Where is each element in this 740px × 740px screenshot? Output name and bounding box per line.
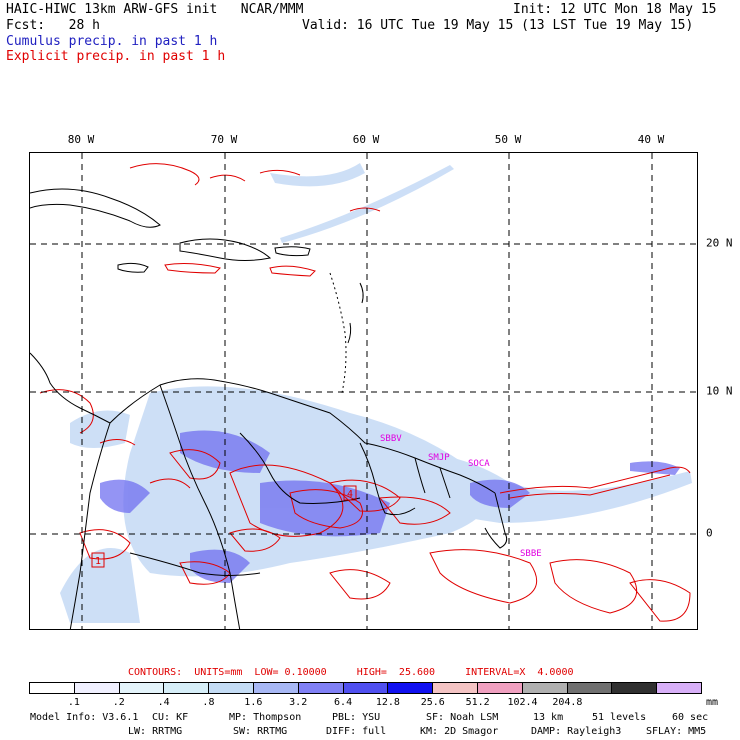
plot-title: HAIC-HIWC 13km ARW-GFS init NCAR/MMM [6, 2, 304, 17]
model-info-damp: DAMP: Rayleigh3 [531, 726, 622, 737]
colorbar-tick-label: .1 [67, 697, 80, 708]
station-label-soca: SOCA [468, 459, 490, 469]
station-label-smjp: SMJP [428, 453, 450, 463]
colorbar-swatch [343, 683, 389, 693]
colorbar-swatch [119, 683, 165, 693]
colorbar-swatch [612, 683, 658, 693]
valid-time: Valid: 16 UTC Tue 19 May 15 (13 LST Tue … [302, 18, 694, 33]
colorbar [29, 682, 702, 694]
model-info-version: Model Info: V3.6.1 [30, 712, 139, 723]
model-info-pbl: PBL: YSU [332, 712, 381, 723]
lat-label-10n: 10 N [706, 384, 733, 398]
colorbar-swatch [164, 683, 210, 693]
lat-lon-grid [30, 153, 697, 629]
colorbar-tick-label: 6.4 [334, 697, 353, 708]
lon-label-80w: 80 W [67, 133, 95, 146]
colorbar-swatch [209, 683, 254, 693]
map-canvas: SBBV SMJP SOCA SBBE 4 1 [30, 153, 697, 629]
model-info-levels: 51 levels [592, 712, 647, 723]
lat-label-20n: 20 N [706, 236, 733, 250]
coastlines-borders [30, 188, 508, 629]
colorbar-tick-label: 102.4 [507, 697, 538, 708]
colorbar-tick-label: 3.2 [289, 697, 308, 708]
explicit-legend: Explicit precip. in past 1 h [6, 49, 226, 64]
station-label-sbbe: SBBE [520, 549, 542, 559]
model-info-mp: MP: Thompson [229, 712, 302, 723]
marker-1: 1 [95, 556, 101, 567]
model-info-sf: SF: Noah LSM [426, 712, 499, 723]
model-info-sw: SW: RRTMG [233, 726, 288, 737]
cumulus-legend: Cumulus precip. in past 1 h [6, 34, 218, 49]
model-info-km: KM: 2D Smagor [420, 726, 499, 737]
model-info-timestep: 60 sec [672, 712, 709, 723]
colorbar-swatch [74, 683, 120, 693]
lat-label-eq: 0 [706, 526, 713, 540]
model-info-diff: DIFF: full [326, 726, 387, 737]
model-info-lw: LW: RRTMG [128, 726, 183, 737]
model-info-sflay: SFLAY: MM5 [646, 726, 707, 737]
colorbar-tick-label: 12.8 [375, 697, 400, 708]
colorbar-swatch [433, 683, 478, 693]
precip-map: SBBV SMJP SOCA SBBE 4 1 [29, 152, 698, 630]
lon-label-70w: 70 W [210, 133, 238, 146]
colorbar-swatch [253, 683, 299, 693]
contour-info: CONTOURS: UNITS=mm LOW= 0.10000 HIGH= 25… [128, 667, 574, 678]
colorbar-swatch [657, 683, 701, 693]
colorbar-tick-label: 25.6 [420, 697, 445, 708]
model-info-res: 13 km [533, 712, 564, 723]
colorbar-tick-label: 204.8 [552, 697, 583, 708]
forecast-hour: Fcst: 28 h [6, 18, 100, 33]
colorbar-tick-label: 51.2 [465, 697, 490, 708]
init-time: Init: 12 UTC Mon 18 May 15 [513, 2, 717, 17]
colorbar-tick-label: .2 [112, 697, 125, 708]
lon-label-40w: 40 W [637, 133, 665, 146]
cumulus-precip-layer [60, 163, 692, 623]
colorbar-swatch [522, 683, 568, 693]
colorbar-swatch [298, 683, 344, 693]
lon-label-50w: 50 W [494, 133, 522, 146]
colorbar-unit: mm [706, 697, 719, 708]
boxed-markers: 4 1 [91, 485, 357, 568]
model-info-cu: CU: KF [152, 712, 189, 723]
marker-4: 4 [347, 489, 353, 500]
colorbar-swatch [567, 683, 613, 693]
colorbar-swatch [30, 683, 75, 693]
station-label-sbbv: SBBV [380, 434, 402, 444]
colorbar-swatch [388, 683, 434, 693]
colorbar-tick-label: .8 [202, 697, 215, 708]
colorbar-tick-label: .4 [157, 697, 170, 708]
colorbar-swatch [477, 683, 523, 693]
station-labels: SBBV SMJP SOCA SBBE [380, 434, 542, 559]
colorbar-tick-label: 1.6 [244, 697, 263, 708]
lon-label-60w: 60 W [352, 133, 380, 146]
